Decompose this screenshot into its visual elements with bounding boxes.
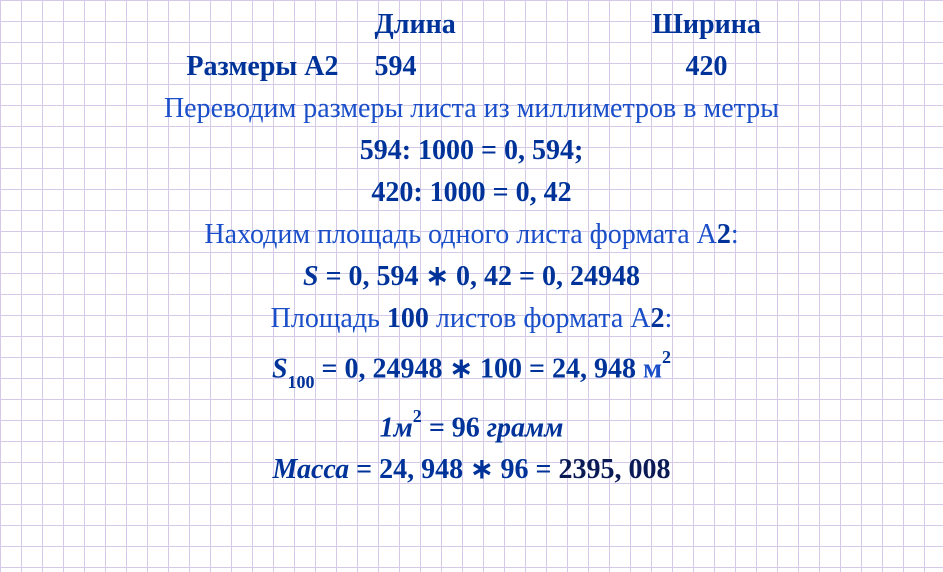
semi: ; [574,135,583,166]
eq: = [422,412,452,443]
area-one-pre: Находим площадь одного листа формата А [204,219,716,250]
mass-res: 2395, 008 [559,454,671,485]
eq: = [349,454,379,485]
s100-unit-exp: 2 [662,347,671,367]
density-eq: 1м2 = 96 грамм [0,399,943,449]
dim-width: 420 [577,46,837,88]
eq: = [319,261,349,292]
eq: = [522,353,552,384]
S-symbol: S [303,261,319,292]
mass-b: 96 [501,454,529,485]
s-res: 0, 24948 [542,261,640,292]
density-1: 1 [380,412,394,443]
colon: : [731,219,739,250]
area100-mid: листов формата А [429,303,651,334]
convert-sentence: Переводим размеры листа из миллиметров в… [0,88,943,130]
area-one-fmt: 2 [717,219,731,250]
conv1-lhs: 594 [360,135,402,166]
eq: = [529,454,559,485]
conv2-rhs: 0, 42 [516,177,572,208]
eq: = [512,261,542,292]
eq: = [315,353,345,384]
math-worksheet: Длина Ширина Размеры А2 594 420 Переводи… [0,0,943,491]
mass-eq: Масса = 24, 948 ∗ 96 = 2395, 008 [0,449,943,491]
mul: ∗ [463,454,500,485]
S-symbol: S [272,353,288,384]
density-m: м [394,412,413,443]
area-one-eq: S = 0, 594 ∗ 0, 42 = 0, 24948 [0,256,943,298]
eq: = [486,177,516,208]
conv1-div: 1000 [418,135,474,166]
conv2-lhs: 420 [371,177,413,208]
s-b: 0, 42 [456,261,512,292]
colon: : [413,177,429,208]
eq: = [474,135,504,166]
header-blank [107,4,357,46]
header-row: Длина Ширина [0,4,943,46]
density-val: 96 [452,412,480,443]
conv-2: 420: 1000 = 0, 42 [0,172,943,214]
s-a: 0, 594 [349,261,419,292]
area100-n: 100 [387,303,429,334]
area100-fmt: 2 [651,303,665,334]
area-one-text: Находим площадь одного листа формата А2: [0,214,943,256]
conv1-rhs: 0, 594 [504,135,574,166]
col-width: Ширина [577,4,837,46]
area-100-eq: S100 = 0, 24948 ∗ 100 = 24, 948 м2 [0,340,943,399]
colon: : [665,303,673,334]
density-word: грамм [480,412,564,443]
mass-label: Масса [272,454,349,485]
col-length: Длина [357,4,577,46]
dim-row: Размеры А2 594 420 [0,46,943,88]
mul: ∗ [443,353,480,384]
s100-unit-m: м [636,353,662,384]
mass-a: 24, 948 [379,454,463,485]
area100-pre: Площадь [271,303,387,334]
colon: : [402,135,418,166]
mul: ∗ [419,261,456,292]
density-exp: 2 [413,406,422,426]
dim-label: Размеры А2 [107,46,357,88]
dim-length: 594 [357,46,577,88]
area-100-text: Площадь 100 листов формата А2: [0,298,943,340]
s100-b: 100 [480,353,522,384]
s100-a: 0, 24948 [345,353,443,384]
S100-sub: 100 [288,372,315,392]
conv2-div: 1000 [430,177,486,208]
s100-res: 24, 948 [552,353,636,384]
conv-1: 594: 1000 = 0, 594; [0,130,943,172]
